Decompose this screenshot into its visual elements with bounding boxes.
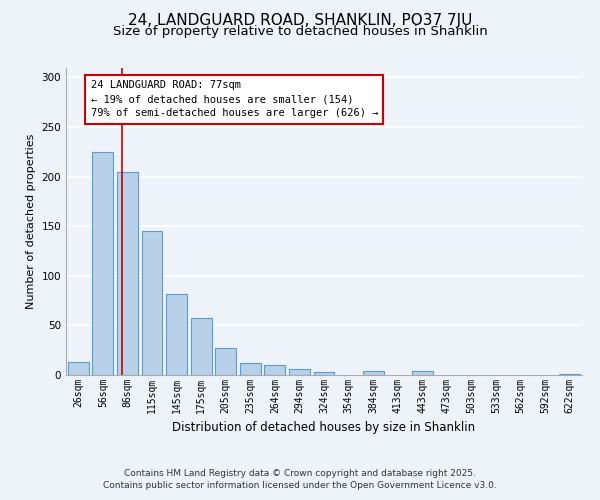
Bar [265,365,286,375]
X-axis label: Distribution of detached houses by size in Shanklin: Distribution of detached houses by size … [172,422,476,434]
Text: Size of property relative to detached houses in Shanklin: Size of property relative to detached ho… [113,25,487,38]
Bar [166,294,187,375]
Bar [362,371,383,375]
Bar [289,369,310,375]
Text: 24, LANDGUARD ROAD, SHANKLIN, PO37 7JU: 24, LANDGUARD ROAD, SHANKLIN, PO37 7JU [128,12,472,28]
Text: Contains HM Land Registry data © Crown copyright and database right 2025.: Contains HM Land Registry data © Crown c… [124,468,476,477]
Bar [314,372,334,375]
Bar [142,231,163,375]
Bar [117,172,138,375]
Y-axis label: Number of detached properties: Number of detached properties [26,134,36,309]
Bar [92,152,113,375]
Bar [191,318,212,375]
Bar [412,371,433,375]
Text: Contains public sector information licensed under the Open Government Licence v3: Contains public sector information licen… [103,481,497,490]
Bar [240,363,261,375]
Bar [68,362,89,375]
Text: 24 LANDGUARD ROAD: 77sqm
← 19% of detached houses are smaller (154)
79% of semi-: 24 LANDGUARD ROAD: 77sqm ← 19% of detach… [91,80,378,118]
Bar [559,374,580,375]
Bar [215,348,236,375]
